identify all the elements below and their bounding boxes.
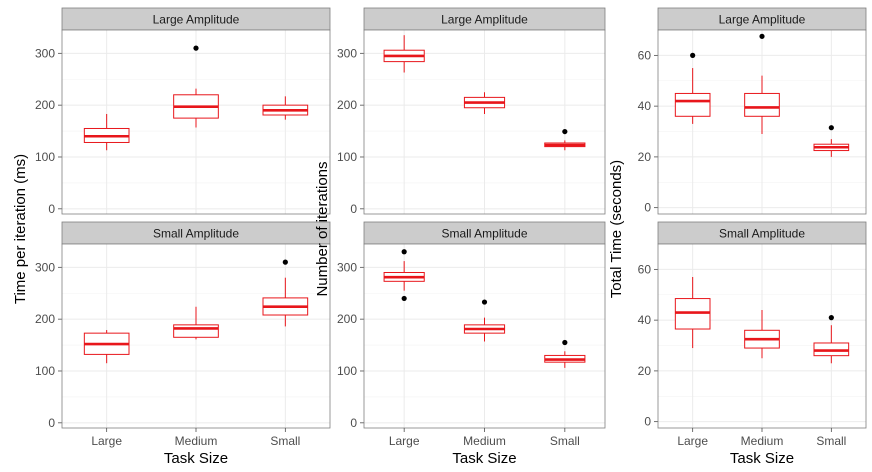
box-small — [813, 125, 850, 157]
facet-strip-label: Large Amplitude — [719, 13, 806, 27]
y-tick-label: 40 — [638, 313, 652, 327]
y-tick-label: 200 — [337, 312, 357, 326]
outlier-point — [193, 45, 199, 51]
outlier-point — [690, 52, 696, 58]
box-large — [383, 249, 425, 302]
x-tick-label: Medium — [175, 434, 218, 448]
y-tick-label: 0 — [48, 202, 55, 216]
panel-col1-row1: Large Amplitude 0 100 200 300 — [35, 7, 331, 216]
box-medium — [744, 309, 780, 359]
facet-strip-label: Large Amplitude — [153, 13, 240, 27]
box-medium — [463, 299, 506, 342]
y-tick-label: 200 — [337, 98, 357, 112]
panel-col2-row2: Small Amplitude 0 100 200 300 — [337, 221, 606, 430]
box-iqr — [173, 324, 219, 338]
x-tick-label: Large — [389, 434, 420, 448]
facet-strip-label: Small Amplitude — [153, 227, 239, 241]
y-tick-label: 300 — [35, 46, 55, 60]
facet-strip-label: Small Amplitude — [441, 227, 527, 241]
y-tick-label: 0 — [350, 416, 357, 430]
outlier-point — [401, 295, 407, 302]
panel-col3-row1: Large Amplitude 0 20 40 60 — [638, 7, 867, 215]
y-tick-label: 20 — [638, 364, 652, 378]
box-medium — [173, 45, 219, 128]
y-tick-label: 0 — [48, 416, 55, 430]
x-tick-label: Medium — [741, 434, 784, 448]
y-tick-label: 300 — [337, 260, 357, 274]
outlier-point — [759, 33, 765, 39]
box-medium — [463, 92, 506, 114]
box-large — [83, 113, 130, 151]
y-tick-label: 0 — [644, 201, 651, 215]
panel-col2-row1: Large Amplitude 0 100 200 300 — [337, 7, 606, 216]
panel-col3-row2: Small Amplitude 0 20 40 60 — [638, 221, 867, 429]
box-small — [544, 339, 586, 368]
facet-strip-label: Small Amplitude — [719, 227, 805, 241]
box-large — [383, 35, 425, 73]
x-tick-label: Large — [677, 434, 708, 448]
outlier-point — [481, 299, 488, 305]
y-tick-label: 60 — [638, 48, 652, 62]
outlier-point — [562, 128, 568, 135]
outlier-point — [562, 339, 568, 346]
x-tick-label: Small — [270, 434, 300, 448]
box-medium — [744, 33, 780, 135]
outlier-point — [828, 315, 834, 321]
y-tick-label: 0 — [350, 202, 357, 216]
x-tick-label: Large — [91, 434, 122, 448]
x-tick-label: Small — [550, 434, 580, 448]
y-tick-label: 100 — [337, 150, 357, 164]
y-tick-label: 100 — [35, 150, 55, 164]
box-small — [262, 259, 309, 327]
facet-strip-label: Large Amplitude — [441, 13, 528, 27]
box-medium — [173, 306, 219, 340]
box-large — [83, 330, 130, 364]
box-iqr — [744, 92, 780, 117]
box-small — [262, 96, 309, 120]
x-tick-label: Small — [816, 434, 846, 448]
box-small — [813, 315, 850, 364]
y-tick-label: 0 — [644, 415, 651, 429]
panel-border — [61, 29, 331, 215]
y-tick-label: 200 — [35, 312, 55, 326]
y-tick-label: 200 — [35, 98, 55, 112]
y-axis-title: Time per iteration (ms) — [12, 154, 29, 304]
x-axis-title: Task Size — [452, 450, 516, 467]
y-axis-title: Total Time (seconds) — [608, 160, 625, 298]
y-tick-label: 100 — [337, 364, 357, 378]
outlier-point — [401, 249, 407, 255]
y-tick-label: 60 — [638, 262, 652, 276]
y-axis-title: Number of iterations — [314, 161, 331, 296]
box-large — [674, 276, 711, 349]
y-tick-label: 300 — [35, 260, 55, 274]
y-tick-label: 100 — [35, 364, 55, 378]
outlier-point — [282, 259, 288, 265]
box-small — [544, 128, 586, 151]
y-tick-label: 40 — [638, 99, 652, 113]
panel-col1-row2: Small Amplitude 0 100 200 300 — [35, 221, 331, 430]
box-large — [674, 52, 711, 124]
x-axis-title: Task Size — [730, 450, 794, 467]
x-tick-label: Medium — [463, 434, 506, 448]
box-iqr — [674, 92, 711, 117]
outlier-point — [828, 125, 834, 131]
y-tick-label: 300 — [337, 46, 357, 60]
panel-border — [363, 29, 606, 215]
y-tick-label: 20 — [638, 150, 652, 164]
x-axis-title: Task Size — [164, 450, 228, 467]
panel-border — [657, 29, 867, 215]
